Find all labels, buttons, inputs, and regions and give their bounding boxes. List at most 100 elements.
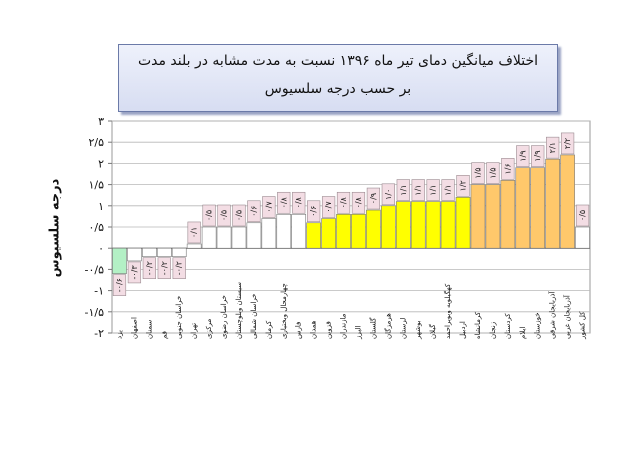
data-label: ۰/۵ bbox=[220, 210, 229, 221]
x-tick-label: زنجان bbox=[489, 322, 497, 339]
bar bbox=[515, 167, 531, 249]
data-label-box bbox=[232, 204, 246, 227]
data-label-box bbox=[486, 162, 500, 184]
bar bbox=[366, 209, 381, 249]
bar bbox=[560, 154, 575, 249]
data-label: ۰/۸ bbox=[354, 196, 363, 208]
bar bbox=[321, 218, 336, 249]
bar bbox=[306, 222, 321, 249]
chart-subtitle: بر حسب درجه سلسیوس bbox=[264, 81, 412, 97]
x-tick-label: کرمانشاه bbox=[474, 311, 482, 339]
data-label: ۰/۶ bbox=[309, 206, 318, 217]
data-label-box bbox=[157, 257, 171, 279]
bar bbox=[171, 247, 187, 257]
bar bbox=[410, 201, 426, 249]
x-tick-label: تهران bbox=[190, 323, 198, 339]
data-label: ۰/۹ bbox=[369, 193, 378, 204]
x-tick-label: چهارمحال وبختیاری bbox=[280, 283, 288, 339]
x-tick-label: ایلام bbox=[519, 327, 527, 339]
y-tick-label: -۲ bbox=[94, 327, 104, 340]
data-label-box bbox=[471, 162, 485, 184]
data-label: ۰/۵ bbox=[234, 210, 243, 221]
data-label-box bbox=[516, 145, 530, 167]
data-label: ۱/۹ bbox=[533, 150, 542, 161]
data-label: ۰/۱ bbox=[190, 227, 199, 238]
data-label: ۰/۶ bbox=[249, 206, 258, 217]
data-label-box bbox=[366, 187, 381, 210]
bar bbox=[216, 226, 232, 249]
bar bbox=[112, 247, 127, 274]
y-tick-label: ۱ bbox=[98, 200, 104, 213]
x-tick-label: گلستان bbox=[368, 317, 377, 339]
y-axis-label: درجه سلسیوس bbox=[47, 178, 63, 278]
data-label: ۰/۸ bbox=[279, 196, 288, 208]
bar bbox=[351, 213, 366, 249]
x-tick-label: اصفهان bbox=[130, 317, 138, 339]
x-tick-label: همدان bbox=[310, 320, 318, 339]
bar bbox=[261, 218, 277, 249]
data-label: ۱/۶ bbox=[503, 163, 512, 174]
x-tick-label: مازندران bbox=[340, 313, 348, 339]
bar bbox=[276, 213, 292, 249]
data-label-box bbox=[456, 175, 470, 197]
bar bbox=[395, 201, 411, 249]
data-label-box bbox=[247, 200, 261, 223]
x-tick-label: قزوین bbox=[325, 321, 333, 339]
data-label-box bbox=[501, 158, 515, 180]
bar bbox=[470, 184, 486, 249]
x-tick-label: کهگیلویه وبویراحمد bbox=[443, 283, 452, 339]
x-tick-label: خوزستان bbox=[534, 312, 542, 339]
y-tick-label: ۲/۵ bbox=[88, 136, 104, 149]
data-label: ۰/۷ bbox=[324, 201, 333, 213]
data-label-box bbox=[426, 179, 440, 201]
bar bbox=[485, 184, 501, 249]
data-label: ۱/۰ bbox=[384, 189, 393, 200]
data-label: ۰/۸ bbox=[294, 196, 303, 208]
data-label: ۱/۵ bbox=[488, 167, 497, 178]
x-tick-label: کرمان bbox=[265, 320, 273, 339]
x-tick-label: اردبیل bbox=[459, 321, 467, 339]
bar bbox=[142, 247, 157, 257]
data-label: ۱/۱ bbox=[414, 184, 423, 195]
data-label-box bbox=[351, 191, 366, 214]
bar bbox=[231, 226, 247, 249]
data-label-box bbox=[396, 179, 410, 201]
y-tick-label: ۰/۵ bbox=[88, 221, 104, 234]
bar bbox=[186, 243, 202, 249]
data-label-box bbox=[381, 183, 395, 206]
data-label-box bbox=[187, 221, 201, 244]
bar bbox=[500, 180, 516, 249]
x-tick-label: خراسان شمالی bbox=[250, 293, 258, 339]
x-tick-label: بوشهر bbox=[414, 320, 422, 340]
data-label: ۲/۱ bbox=[548, 142, 557, 153]
x-tick-label: کردستان bbox=[504, 313, 512, 339]
data-label-box bbox=[411, 179, 425, 201]
bar bbox=[530, 167, 546, 249]
x-tick-label: سیستان وبلوچستان bbox=[235, 282, 243, 339]
y-tick-label: ۰ bbox=[98, 242, 104, 255]
x-tick-label: فارس bbox=[295, 322, 303, 339]
x-tick-label: البرز bbox=[354, 326, 362, 340]
data-label-box bbox=[575, 204, 590, 227]
bar bbox=[246, 222, 262, 249]
data-label: ۰/۵ bbox=[578, 210, 587, 221]
data-label-box bbox=[142, 257, 156, 279]
bar bbox=[291, 213, 307, 249]
x-tick-label: کل کشور bbox=[579, 311, 587, 340]
x-tick-label: هرمزگان bbox=[383, 313, 392, 339]
x-tick-label: یزد bbox=[115, 330, 123, 339]
data-label-box bbox=[321, 196, 336, 218]
data-label-box bbox=[546, 136, 560, 159]
x-tick-label: گیلان bbox=[428, 324, 437, 339]
bar bbox=[201, 226, 217, 249]
data-label: ۱/۱ bbox=[444, 184, 453, 195]
data-label-box bbox=[262, 196, 276, 218]
bar bbox=[440, 201, 456, 249]
x-tick-label: قم bbox=[160, 331, 168, 339]
bar bbox=[575, 226, 590, 249]
x-tick-label: لرستان bbox=[399, 318, 407, 339]
data-label: -۰/۲ bbox=[160, 261, 169, 275]
chart-title: اختلاف میانگین دمای تیر ماه ۱۳۹۶ نسبت به… bbox=[137, 53, 539, 69]
data-label-box bbox=[172, 257, 186, 279]
